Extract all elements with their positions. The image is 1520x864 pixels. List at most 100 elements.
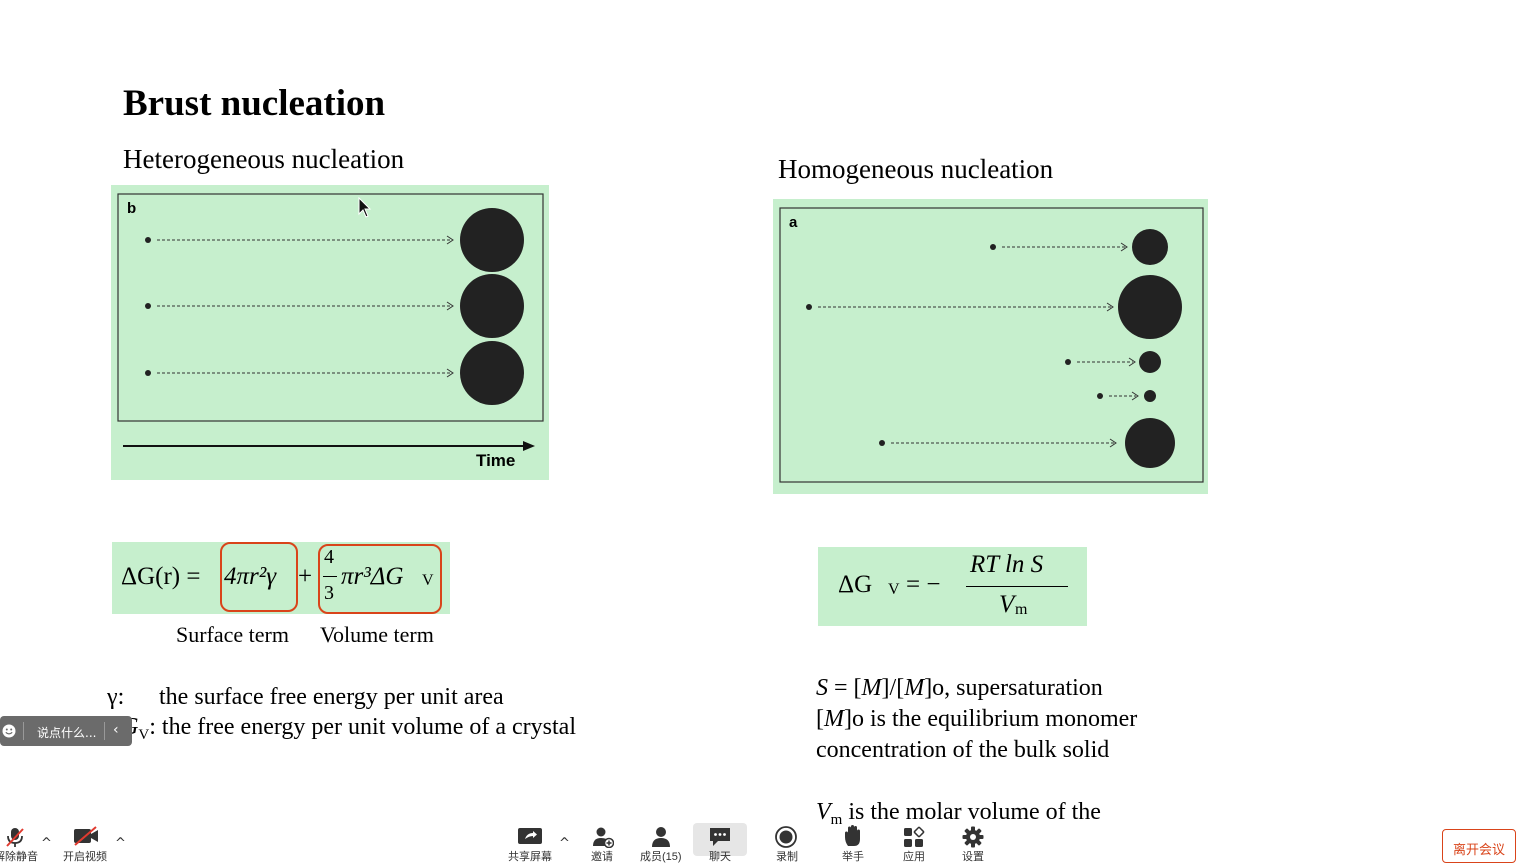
time-label: Time	[476, 451, 516, 470]
molar-volume-definition: Vm is the molar volume of the	[816, 799, 1101, 828]
mouse-cursor-icon	[358, 197, 372, 218]
settings-label[interactable]: 设置	[962, 851, 984, 863]
share-screen-icon[interactable]	[517, 826, 543, 848]
collapse-chevron-icon[interactable]: ‹	[113, 722, 119, 738]
grown-particle	[1132, 229, 1168, 265]
settings-icon[interactable]	[962, 826, 984, 848]
s-def-part: ]/[	[881, 675, 905, 701]
share-screen-label[interactable]: 共享屏幕	[508, 851, 552, 863]
plus-sign: +	[298, 563, 313, 590]
figure-b-label: b	[127, 200, 137, 217]
apps-icon[interactable]	[903, 826, 925, 848]
figure-a-label: a	[789, 214, 798, 231]
volume-energy-equation: ΔG V = − RT ln S V m	[818, 547, 1087, 626]
equilibrium-definition: [M]o is the equilibrium monomer	[816, 706, 1137, 733]
grown-particle	[1118, 275, 1182, 339]
slide-title: Brust nucleation	[123, 83, 386, 124]
mute-label[interactable]: 解除静音	[0, 851, 38, 863]
grown-particle	[1144, 390, 1156, 402]
vm-symbol: V	[816, 799, 831, 825]
growth-row-1	[990, 229, 1168, 265]
equation-lhs: ΔG(r) =	[121, 563, 201, 590]
eq2-denominator: V	[999, 591, 1015, 618]
growth-row-1	[145, 208, 524, 272]
chevron-up-icon[interactable]: ^	[41, 836, 52, 851]
growth-row-2	[145, 274, 524, 338]
homogeneous-heading: Homogeneous nucleation	[778, 154, 1054, 184]
surface-term: 4πr²γ	[224, 563, 277, 590]
m-symbol: M	[861, 675, 882, 701]
record-label[interactable]: 录制	[776, 851, 798, 863]
growth-row-2	[806, 275, 1182, 339]
chevron-up-icon[interactable]: ^	[559, 836, 570, 851]
grown-particle	[460, 341, 524, 405]
volume-term-caption: Volume term	[320, 622, 434, 647]
invite-label[interactable]: 邀请	[591, 851, 613, 863]
vm-description: is the molar volume of the	[842, 799, 1101, 825]
grown-particle	[1139, 351, 1161, 373]
microphone-muted-icon[interactable]	[4, 826, 26, 848]
fraction-numerator: 4	[324, 546, 334, 568]
s-def-part: = [	[828, 675, 862, 701]
growth-row-3	[1065, 351, 1161, 373]
volume-subscript: V	[422, 572, 434, 589]
fraction-denominator: 3	[324, 582, 334, 604]
eq2-numerator: RT ln S	[970, 551, 1044, 578]
growth-row-4	[1097, 390, 1156, 402]
chat-placeholder[interactable]: 说点什么...	[37, 726, 97, 740]
m-symbol: M	[824, 706, 844, 732]
figure-a-frame	[779, 207, 1204, 483]
surface-term-box	[220, 542, 298, 612]
chevron-up-icon[interactable]: ^	[115, 836, 126, 851]
equilibrium-definition-line2: concentration of the bulk solid	[816, 737, 1110, 763]
emoji-icon[interactable]	[2, 724, 16, 738]
invite-icon[interactable]	[592, 826, 614, 848]
raise-hand-label[interactable]: 举手	[842, 851, 864, 863]
growth-row-3	[145, 341, 524, 405]
heterogeneous-diagram	[117, 193, 544, 451]
mo-part: ]o is the equilibrium monomer	[844, 706, 1138, 732]
time-arrowhead	[523, 441, 535, 451]
leave-meeting-button[interactable]: 离开会议	[1442, 829, 1516, 863]
record-icon[interactable]	[775, 826, 797, 848]
dgv-subscript: V	[138, 727, 150, 743]
apps-label[interactable]: 应用	[903, 851, 925, 863]
volume-term: πr³ΔG	[341, 563, 404, 590]
eq2-fraction-bar	[966, 586, 1068, 587]
members-label[interactable]: 成员(15)	[640, 851, 682, 863]
eq2-equals: = −	[906, 571, 941, 598]
nucleus-dot	[145, 303, 151, 309]
nucleus-dot	[145, 237, 151, 243]
chat-icon[interactable]	[708, 826, 732, 848]
homogeneous-figure: a	[773, 199, 1208, 494]
mo-part: [	[816, 706, 824, 732]
heterogeneous-figure: b Time	[111, 185, 549, 480]
video-label[interactable]: 开启视频	[63, 851, 107, 863]
vm-subscript: m	[830, 812, 843, 828]
m-symbol: M	[904, 675, 925, 701]
grown-particle	[1125, 418, 1175, 468]
gamma-symbol: γ:	[107, 684, 125, 710]
chat-label[interactable]: 聊天	[709, 851, 731, 863]
video-off-icon[interactable]	[72, 826, 100, 846]
raise-hand-icon[interactable]	[842, 824, 864, 848]
s-def-part: ]o, supersaturation	[924, 675, 1103, 701]
fraction-bar	[323, 576, 337, 577]
homogeneous-diagram	[779, 207, 1204, 483]
figure-b-frame	[117, 193, 544, 422]
grown-particle	[460, 274, 524, 338]
chat-divider	[23, 722, 24, 740]
nucleus-dot	[145, 370, 151, 376]
s-symbol: S	[816, 675, 828, 701]
volume-term-box	[318, 544, 442, 614]
supersaturation-definition: S = [M]/[M]o, supersaturation	[816, 675, 1103, 702]
gamma-definition: the surface free energy per unit area	[159, 684, 504, 710]
members-icon[interactable]	[650, 826, 672, 848]
free-energy-equation: ΔG(r) = 4πr²γ + 4 3 πr³ΔG V	[112, 542, 450, 614]
heterogeneous-heading: Heterogeneous nucleation	[123, 144, 405, 174]
dgv-description: : the free energy per unit volume of a c…	[149, 714, 576, 740]
eq2-lhs: ΔG	[838, 571, 873, 598]
chat-quick-input[interactable]: 说点什么... ‹	[0, 716, 132, 746]
eq2-lhs-sub: V	[888, 581, 900, 598]
grown-particle	[460, 208, 524, 272]
